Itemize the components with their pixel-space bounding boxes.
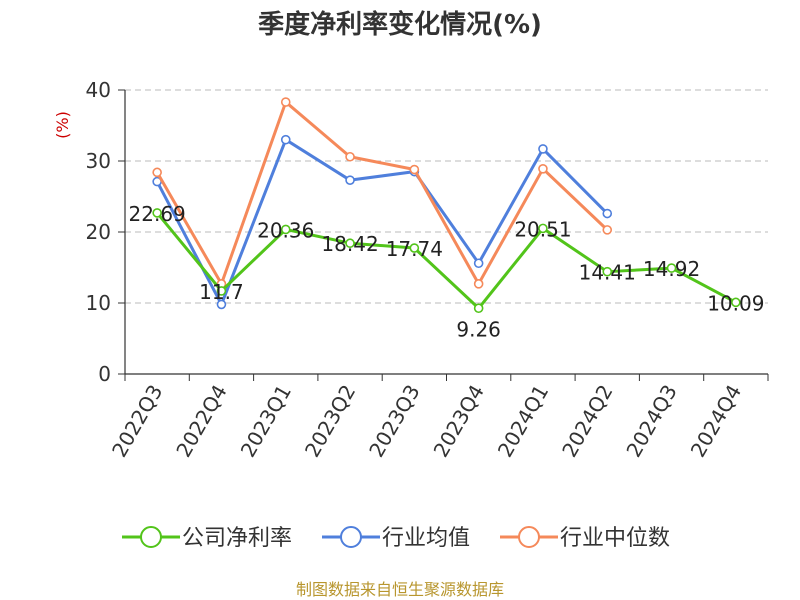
data-point bbox=[538, 144, 548, 154]
data-point bbox=[216, 286, 227, 296]
data-point bbox=[602, 266, 613, 277]
x-tick-label: 2024Q1 bbox=[493, 381, 553, 462]
y-tick-label: 0 bbox=[98, 362, 111, 386]
data-label: 11.7 bbox=[199, 280, 244, 304]
data-label: 9.26 bbox=[456, 317, 501, 341]
data-point bbox=[473, 279, 484, 289]
x-tick-label: 2023Q4 bbox=[429, 381, 489, 462]
data-point bbox=[666, 263, 677, 273]
data-point bbox=[409, 164, 420, 175]
y-tick-labels: 0 10 20 30 40 bbox=[86, 78, 111, 386]
data-label: 20.36 bbox=[257, 218, 314, 242]
data-point bbox=[538, 164, 548, 174]
y-tick-label: 10 bbox=[86, 291, 111, 315]
x-tick-label: 2024Q4 bbox=[686, 381, 746, 462]
series-line bbox=[155, 100, 609, 286]
data-point bbox=[152, 167, 162, 178]
data-label: 22.69 bbox=[129, 202, 186, 226]
data-label: 14.92 bbox=[643, 257, 700, 281]
data-point bbox=[280, 224, 291, 235]
data-point bbox=[216, 299, 227, 310]
x-tick-labels: 2022Q3 2022Q4 2023Q1 2023Q2 2023Q3 2023Q4 2024… bbox=[107, 381, 746, 462]
x-tick-label: 2023Q3 bbox=[364, 381, 424, 462]
data-point bbox=[473, 303, 484, 314]
data-point bbox=[345, 238, 355, 249]
legend-label: 行业中位数 bbox=[560, 526, 670, 551]
x-tick-label: 2024Q3 bbox=[621, 381, 681, 462]
y-tick-label: 20 bbox=[86, 220, 111, 244]
x-tick-label: 2023Q1 bbox=[236, 381, 296, 462]
data-labels: 22.69 11.7 20.36 18.42 17.74 9.26 20.51 14.41 14… bbox=[129, 202, 765, 341]
x-tick-label: 2022Q4 bbox=[171, 381, 231, 462]
data-point bbox=[152, 208, 162, 218]
legend-label: 公司净利率 bbox=[182, 526, 292, 551]
data-point bbox=[538, 223, 548, 234]
series-line bbox=[155, 138, 609, 306]
series-line bbox=[155, 211, 737, 310]
data-point bbox=[473, 258, 484, 269]
data-label: 20.51 bbox=[514, 217, 571, 241]
y-tick-label: 40 bbox=[86, 78, 111, 102]
legend: 公司净利率 行业均值 行业中位数 bbox=[122, 526, 670, 551]
x-tick-label: 2024Q2 bbox=[557, 381, 617, 462]
legend-marker bbox=[340, 526, 362, 548]
legend-marker bbox=[518, 526, 540, 548]
x-tick-label: 2023Q2 bbox=[300, 381, 360, 462]
source-note: 制图数据来自恒生聚源数据库 bbox=[296, 580, 504, 599]
data-label: 10.09 bbox=[707, 291, 764, 315]
data-label: 18.42 bbox=[321, 232, 378, 256]
data-point bbox=[602, 225, 613, 235]
data-point bbox=[345, 175, 355, 185]
axes bbox=[118, 89, 769, 381]
chart-title: 季度净利率变化情况(%) bbox=[258, 9, 542, 40]
series-lines bbox=[152, 97, 741, 314]
data-point bbox=[602, 208, 613, 219]
legend-label: 行业均值 bbox=[382, 526, 470, 551]
data-point bbox=[280, 134, 291, 145]
x-tick-label: 2022Q3 bbox=[107, 381, 167, 462]
data-label: 17.74 bbox=[386, 237, 443, 261]
grid-lines bbox=[125, 89, 768, 304]
y-axis-label: (%) bbox=[53, 111, 72, 139]
data-point bbox=[731, 297, 741, 308]
legend-marker bbox=[140, 526, 162, 548]
data-point bbox=[280, 97, 291, 107]
data-point bbox=[345, 151, 355, 162]
y-tick-label: 30 bbox=[86, 149, 111, 173]
data-point bbox=[409, 243, 420, 253]
data-label: 14.41 bbox=[579, 261, 636, 285]
